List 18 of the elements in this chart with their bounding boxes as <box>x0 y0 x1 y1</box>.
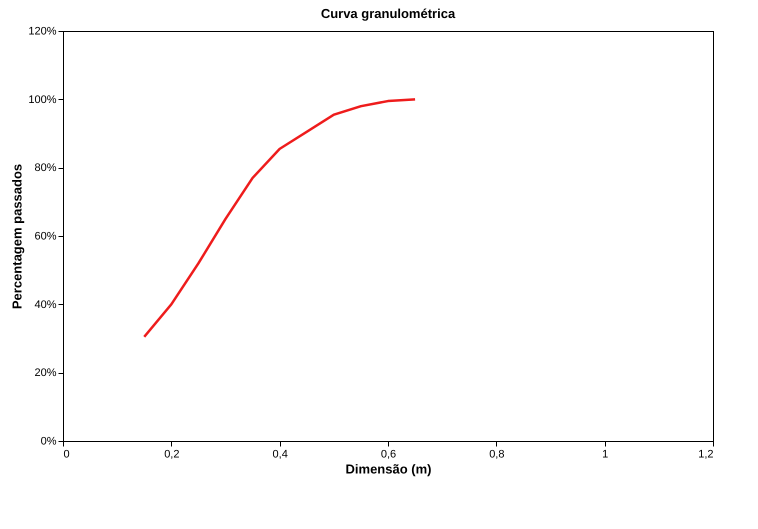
y-tick-label: 40% <box>34 298 57 311</box>
x-tick-label: 0,4 <box>272 448 288 460</box>
x-tick-label: 1,2 <box>698 448 714 460</box>
x-tick-label: 0,2 <box>164 448 180 460</box>
y-tick-label: 0% <box>40 436 57 448</box>
x-tick-label: 0,8 <box>489 448 504 460</box>
y-tick-label: 80% <box>34 162 57 174</box>
x-tick-label: 1 <box>602 448 608 460</box>
y-tick-label: 20% <box>34 367 57 380</box>
chart-title: Curva granulométrica <box>320 6 456 21</box>
y-tick-label: 120% <box>28 26 57 38</box>
x-axis-title: Dimensão (m) <box>346 462 432 476</box>
x-tick-label: 0 <box>64 448 70 460</box>
line-series <box>143 98 416 338</box>
y-tick-label: 60% <box>34 230 57 242</box>
x-tick-label: 0,6 <box>380 448 396 460</box>
y-axis-title: Percentagem passados <box>9 164 24 310</box>
y-tick-label: 100% <box>28 94 57 106</box>
